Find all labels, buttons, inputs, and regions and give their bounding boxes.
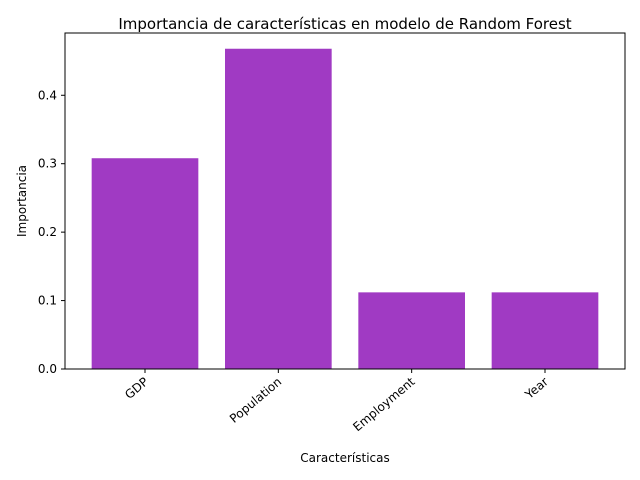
bars-group <box>91 48 599 369</box>
y-tick-label: 0.3 <box>38 157 57 171</box>
x-tick-label: GDP <box>122 375 151 402</box>
y-tick-label: 0.2 <box>38 225 57 239</box>
y-tick-label: 0.1 <box>38 294 57 308</box>
bar-employment <box>358 292 465 369</box>
bar-gdp <box>91 158 199 369</box>
x-tick-label: Population <box>227 375 284 426</box>
chart-title: Importancia de características en modelo… <box>118 15 571 33</box>
y-axis-label: Importancia <box>15 165 29 237</box>
x-tick-label: Employment <box>350 374 417 434</box>
x-tick-label: Year <box>522 375 551 403</box>
bar-population <box>225 48 332 369</box>
y-tick-label: 0.0 <box>38 362 57 376</box>
x-axis-label: Características <box>300 451 389 465</box>
y-tick-label: 0.4 <box>38 88 57 102</box>
x-axis-ticks: GDP Population Employment Year <box>122 369 551 434</box>
bar-year <box>491 292 599 369</box>
plot-frame <box>64 32 626 370</box>
y-axis-ticks: 0.0 0.1 0.2 0.3 0.4 <box>38 88 65 376</box>
